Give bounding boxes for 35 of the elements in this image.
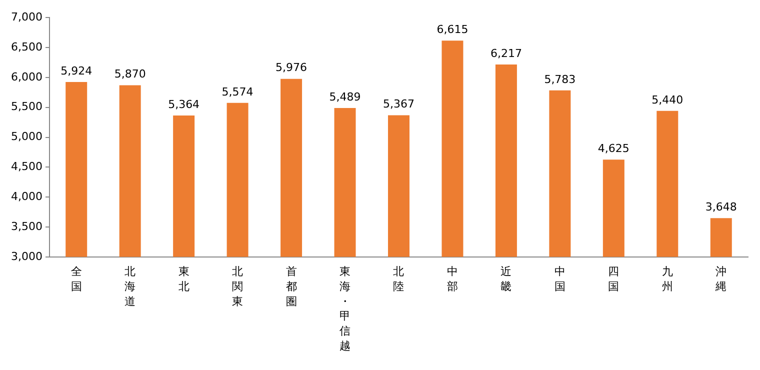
x-tick-label: 中部: [446, 265, 458, 294]
x-tick-label: 中国: [554, 265, 566, 294]
y-tick-label: 4,000: [10, 190, 42, 203]
x-tick-label: 北陸: [393, 265, 404, 294]
y-tick-label: 7,000: [10, 10, 42, 24]
x-tick-label: 近畿: [500, 265, 512, 294]
data-label: 4,625: [598, 142, 630, 156]
x-tick-label: 首都圏: [286, 265, 297, 308]
x-tick-label: 東海・甲信越: [340, 265, 351, 352]
y-tick-label: 4,500: [10, 160, 42, 174]
data-label: 6,615: [436, 22, 468, 36]
y-tick-label: 6,000: [10, 70, 42, 84]
y-tick-label: 3,500: [10, 220, 42, 233]
y-tick-label: 6,500: [10, 40, 42, 54]
x-tick-label: 東北: [178, 265, 190, 294]
x-tick-label: 全国: [70, 265, 82, 294]
data-label: 5,870: [114, 68, 146, 81]
data-label: 5,367: [382, 98, 414, 111]
data-label: 5,574: [222, 85, 254, 98]
data-label: 5,440: [652, 93, 684, 106]
y-tick-label: 3,000: [10, 250, 42, 263]
data-label: 5,924: [60, 64, 92, 78]
data-label: 5,976: [276, 61, 308, 74]
x-tick-label: 四国: [608, 265, 620, 294]
x-tick-label: 沖縄: [714, 265, 727, 294]
y-tick-label: 5,500: [10, 100, 42, 114]
x-tick-label: 北関東: [232, 265, 244, 308]
x-tick-label: 北海道: [124, 265, 136, 308]
data-label: 6,217: [490, 46, 522, 60]
x-tick-label: 九州: [662, 265, 673, 294]
data-label: 5,364: [168, 98, 200, 111]
y-tick-label: 5,000: [10, 130, 42, 144]
data-label: 3,648: [705, 200, 737, 214]
data-label: 5,783: [544, 72, 576, 86]
data-label: 5,489: [329, 90, 361, 104]
